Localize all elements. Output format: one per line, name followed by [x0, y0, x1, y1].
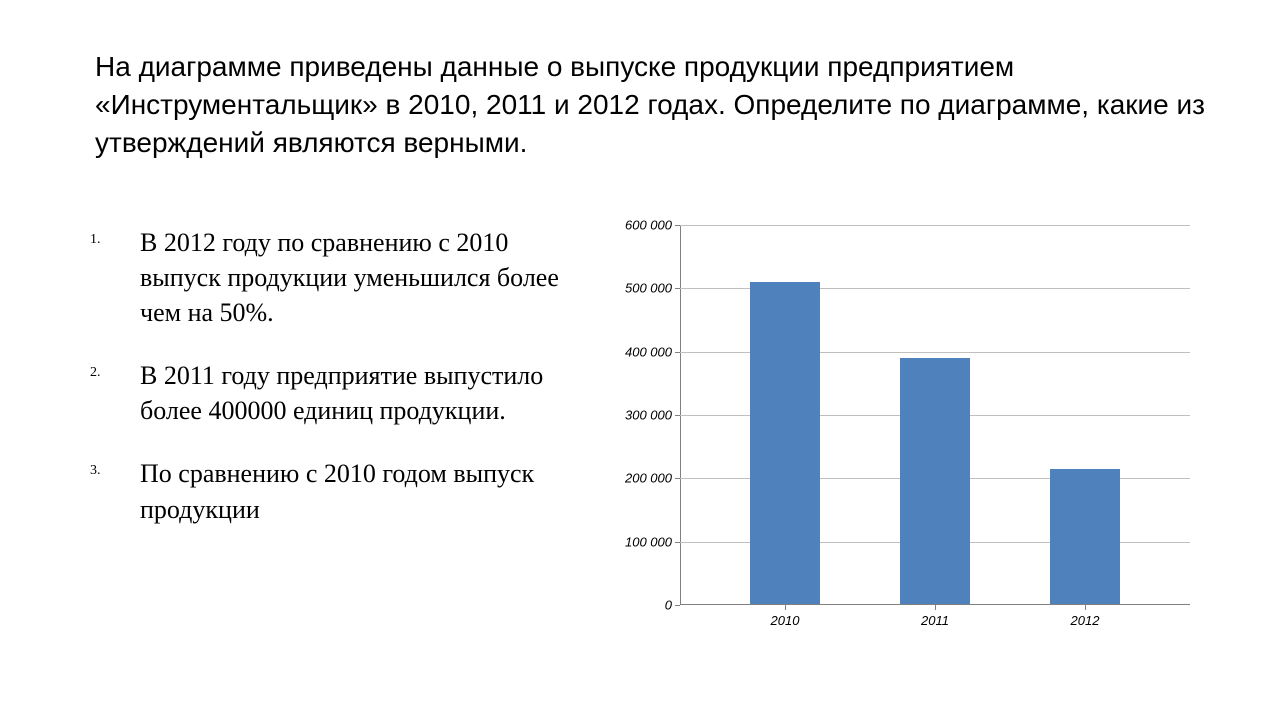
statements-column: В 2012 году по сравнению с 2010 выпуск п… — [90, 225, 610, 645]
y-label: 100 000 — [625, 534, 672, 549]
statement-item: По сравнению с 2010 годом выпуск продукц… — [90, 456, 590, 526]
page-heading: На диаграмме приведены данные о выпуске … — [95, 48, 1220, 161]
statement-item: В 2012 году по сравнению с 2010 выпуск п… — [90, 225, 590, 330]
y-label: 0 — [665, 598, 672, 613]
y-label: 200 000 — [625, 471, 672, 486]
y-label: 600 000 — [625, 218, 672, 233]
y-tick — [675, 605, 680, 606]
content-row: В 2012 году по сравнению с 2010 выпуск п… — [90, 225, 1240, 645]
statements-list: В 2012 году по сравнению с 2010 выпуск п… — [90, 225, 590, 527]
x-tick — [1085, 605, 1086, 610]
x-tick — [785, 605, 786, 610]
bars-container — [680, 225, 1190, 605]
x-tick — [935, 605, 936, 610]
bar-2011 — [900, 358, 970, 605]
plot-area — [680, 225, 1190, 605]
x-label: 2012 — [1050, 613, 1120, 628]
y-label: 500 000 — [625, 281, 672, 296]
bar-2012 — [1050, 469, 1120, 605]
y-label: 300 000 — [625, 408, 672, 423]
statement-item: В 2011 году предприятие выпустило более … — [90, 358, 590, 428]
y-label: 400 000 — [625, 344, 672, 359]
y-axis-labels: 0 100 000 200 000 300 000 400 000 500 00… — [610, 225, 680, 605]
x-axis-line — [680, 604, 1190, 605]
bar-chart: 0 100 000 200 000 300 000 400 000 500 00… — [610, 225, 1200, 645]
bar-2010 — [750, 282, 820, 605]
x-label: 2010 — [750, 613, 820, 628]
x-label: 2011 — [900, 613, 970, 628]
x-axis-labels: 2010 2011 2012 — [680, 613, 1190, 628]
chart-column: 0 100 000 200 000 300 000 400 000 500 00… — [610, 225, 1240, 645]
